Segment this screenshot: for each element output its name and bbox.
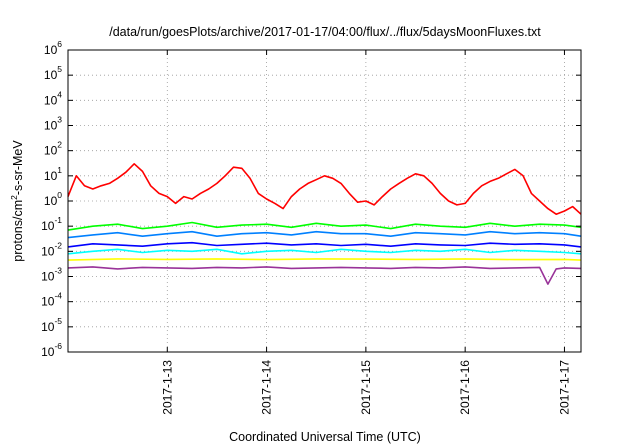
y-tick-label: 10-5 [41, 316, 62, 334]
x-tick-label: 2017-1-17 [557, 360, 571, 415]
x-tick-label: 2017-1-14 [260, 360, 274, 415]
x-axis-label: Coordinated Universal Time (UTC) [229, 430, 421, 444]
y-tick-label: 106 [44, 39, 62, 57]
y-axis-label: protons/cm2-s-sr-MeV [9, 140, 25, 262]
series-line [67, 241, 582, 248]
y-tick-label: 10-6 [41, 341, 62, 359]
x-tick-label: 2017-1-15 [359, 360, 373, 415]
y-tick-label: 103 [44, 115, 62, 133]
y-tick-label: 10-2 [41, 240, 62, 258]
y-tick-label: 10-3 [41, 266, 62, 284]
y-tick-label: 100 [44, 190, 62, 208]
x-tick-label: 2017-1-16 [458, 360, 472, 415]
series-line [67, 258, 582, 261]
data-series [67, 163, 582, 285]
y-tick-label: 101 [44, 165, 62, 183]
series-line [67, 248, 582, 255]
chart-title: /data/run/goesPlots/archive/2017-01-17/0… [109, 25, 541, 39]
x-tick-label: 2017-1-13 [160, 360, 174, 415]
y-tick-label: 102 [44, 140, 62, 158]
x-tick-labels: 2017-1-13 2017-1-14 2017-1-15 2017-1-16 2017… [160, 360, 571, 415]
series-line [67, 230, 582, 239]
y-tick-labels: 10-6 10-5 10-4 10-3 10-2 10-1 100 101 102 103 104 1… [41, 39, 62, 359]
y-tick-label: 10-4 [41, 291, 62, 309]
grid-lines [68, 50, 581, 352]
series-line [67, 266, 582, 285]
y-tick-label: 105 [44, 64, 62, 82]
y-tick-label: 10-1 [41, 215, 62, 233]
tick-marks [68, 49, 581, 353]
series-line [67, 221, 582, 231]
y-tick-label: 104 [44, 89, 62, 107]
series-line [67, 163, 582, 215]
